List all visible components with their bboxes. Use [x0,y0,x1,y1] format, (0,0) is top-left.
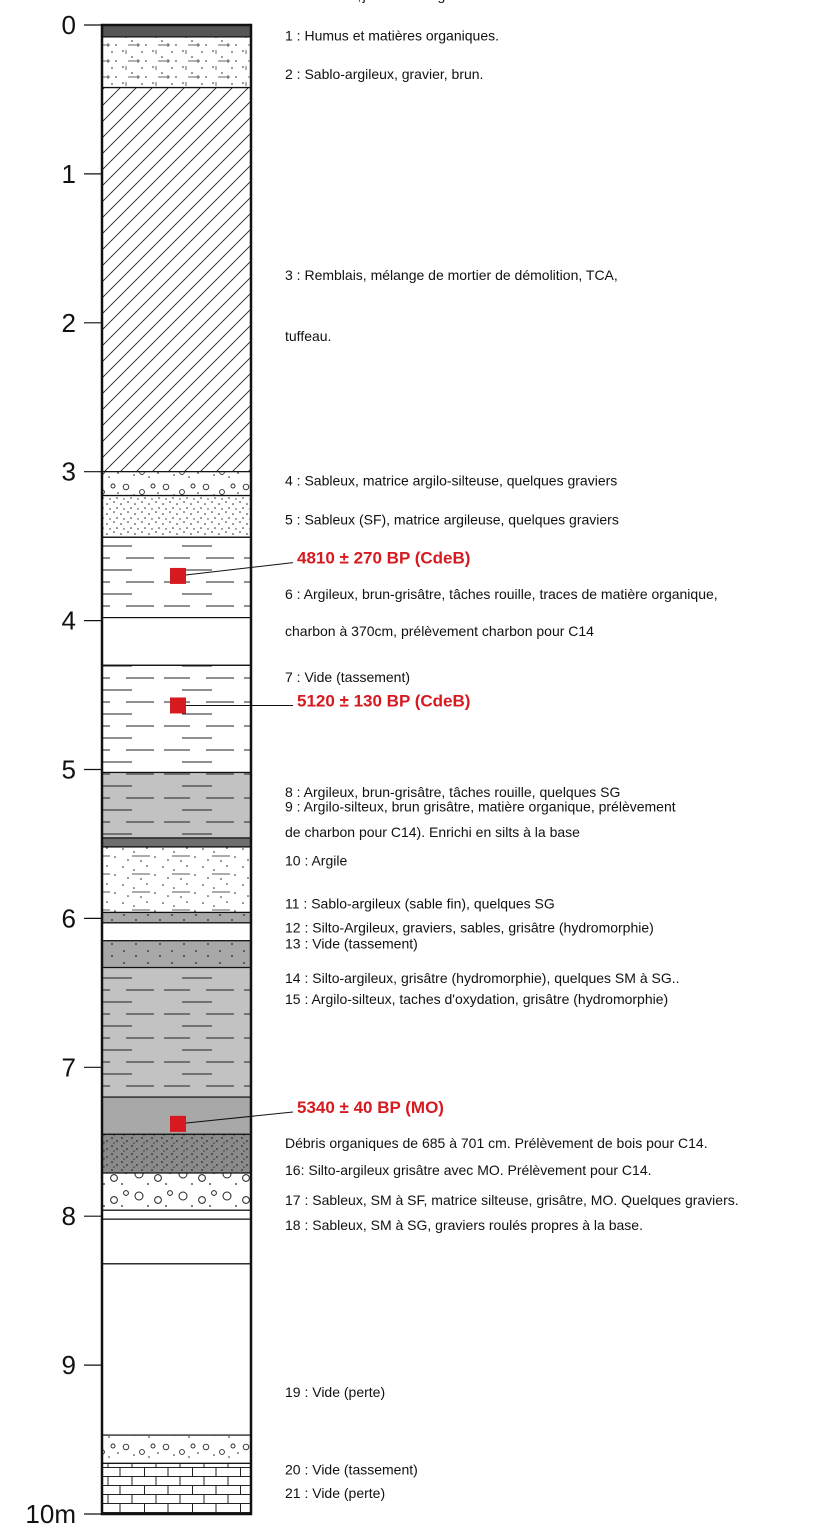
radiocarbon-date-label: 4810 ± 270 BP (CdeB) [297,549,470,568]
layer-description: 22 : Gravier, sables orangé. [285,0,457,3]
layer-8 [101,664,252,774]
layer-15 [101,966,252,1098]
layer-description: 2 : Sablo-argileux, gravier, brun. [285,66,483,82]
layer-13 [101,922,252,942]
layer-10 [101,837,252,848]
layer-description: 4 : Sableux, matrice argilo-silteuse, qu… [285,473,617,489]
layer-4 [101,471,252,497]
depth-tick-label: 1 [62,159,76,189]
layer-description: 15 : Argilo-silteux, taches d'oxydation,… [285,991,668,1007]
layer-description: 21 : Vide (perte) [285,1485,385,1501]
depth-tick-label: 5 [62,755,76,785]
depth-tick-label: 4 [62,606,76,636]
layer-description: tuffeau. [285,328,331,344]
layer-description: 8 : Argileux, brun-grisâtre, tâches roui… [285,784,620,800]
depth-tick-label: 3 [62,457,76,487]
sample-marker [170,1115,186,1132]
layer-description: 18 : Sableux, SM à SG, graviers roulés p… [285,1217,643,1233]
layer-description: 12 : Silto-Argileux, graviers, sables, g… [285,919,654,935]
layer-18 [101,1172,252,1211]
layer-14 [101,940,252,969]
sample-leader-line [177,562,294,577]
depth-tick-label: 8 [62,1201,76,1231]
depth-tick-label: 7 [62,1052,76,1082]
sample-markers: 4810 ± 270 BP (CdeB) 5120 ± 130 BP (CdeB)… [170,549,470,1132]
depth-tick-label: 6 [62,903,76,933]
layer-description: 13 : Vide (tassement) [285,936,418,952]
layer-description: 10 : Argile [285,852,347,868]
layer-description: charbon à 370cm, prélèvement charbon pou… [285,623,594,639]
layer-description: de charbon pour C14). Enrichi en silts à… [285,824,580,840]
layer-9 [101,771,252,839]
radiocarbon-date-label: 5340 ± 40 BP (MO) [297,1098,444,1117]
layer-3 [101,86,252,473]
layer-22 [101,1434,252,1464]
layer-20 [101,1218,252,1265]
layer-description: 19 : Vide (perte) [285,1384,385,1400]
depth-tick-label: 0 [62,10,76,40]
humus-top-band [102,25,251,37]
layer-description: 3 : Remblais, mélange de mortier de démo… [285,267,618,283]
layer-17 [101,1133,252,1174]
depth-tick-label: 2 [62,308,76,338]
layer-description: 16: Silto-argileux grisâtre avec MO. Pré… [285,1162,652,1178]
layer-19 [101,1209,252,1220]
layers [101,24,252,1515]
layer-description: Débris organiques de 685 à 701 cm. Prélè… [285,1135,708,1151]
depth-axis: 0 1 2 3 4 5 6 7 8 9 10m [25,10,102,1529]
layer-description: 7 : Vide (tassement) [285,669,410,685]
layer-2 [101,36,252,89]
layer-21 [101,1263,252,1436]
layer-description: 5 : Sableux (SF), matrice argileuse, que… [285,511,619,527]
layer-description: 11 : Sablo-argileux (sable fin), quelque… [285,896,555,912]
layer-5 [101,494,252,538]
layer-description: 9 : Argilo-silteux, brun grisâtre, matiè… [285,799,676,815]
radiocarbon-date-label: 5120 ± 130 BP (CdeB) [297,692,470,711]
layer-description: 14 : Silto-argileux, grisâtre (hydromorp… [285,970,680,986]
sample-marker [170,697,186,714]
sample-leader-line [177,1111,294,1125]
layer-12 [101,911,252,924]
depth-tick-label: 10m [25,1499,76,1529]
layer-description: 17 : Sableux, SM à SF, matrice silteuse,… [285,1192,739,1208]
layer-23 [101,1462,252,1515]
layer-11 [101,846,252,914]
layer-description: 1 : Humus et matières organiques. [285,27,499,43]
layer-description: 23 : Tuffeau jaune. [285,0,401,3]
depth-tick-label: 9 [62,1350,76,1380]
layer-description: 6 : Argileux, brun-grisâtre, tâches roui… [285,586,718,602]
layer-descriptions: 1 : Humus et matières organiques. 2 : Sab… [285,0,739,1501]
layer-description: 20 : Vide (tassement) [285,1461,418,1477]
layer-7 [101,617,252,666]
sample-marker [170,567,186,584]
